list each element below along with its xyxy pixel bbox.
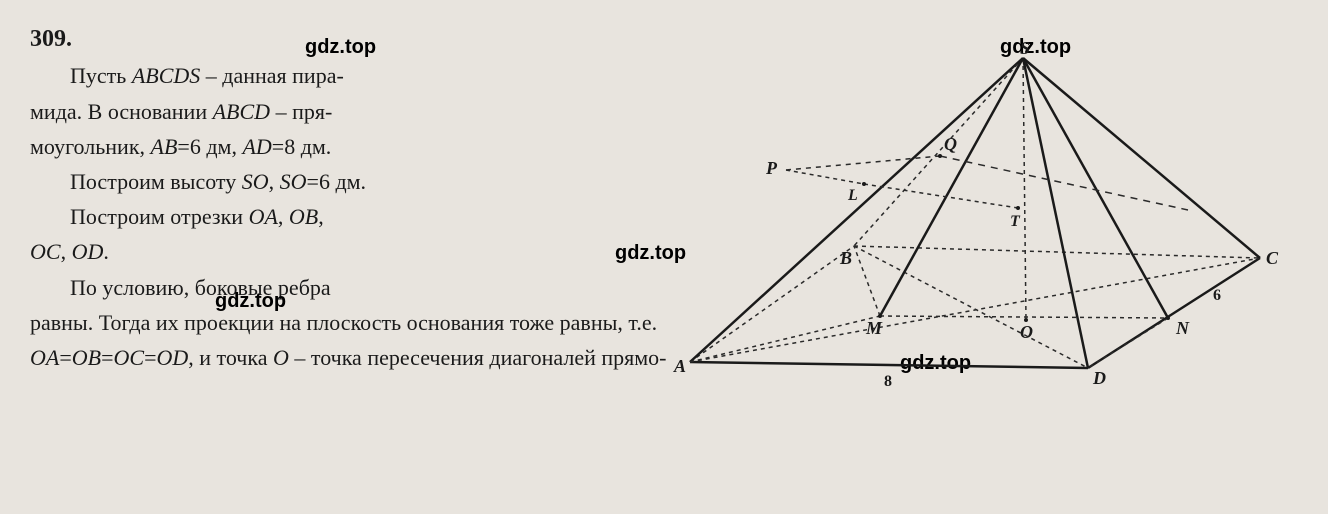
line-pq: [786, 156, 940, 170]
line6: OC, OD.: [30, 234, 650, 269]
var: AD: [242, 134, 271, 159]
text: =: [59, 345, 71, 370]
text: моугольник,: [30, 134, 151, 159]
var: OB: [289, 204, 318, 229]
var: ABCDS: [132, 63, 200, 88]
text: ,: [269, 169, 280, 194]
line7: По условию, боковые ребра: [30, 270, 650, 305]
var: OA: [249, 204, 278, 229]
var: OD: [72, 239, 104, 264]
label-8: 8: [884, 373, 892, 390]
var: OC: [114, 345, 145, 370]
label-b: B: [839, 248, 852, 268]
text: .: [103, 239, 109, 264]
text: Пусть: [70, 63, 132, 88]
pt-l: [862, 182, 866, 186]
page-content: 309. Пусть ABCDS – данная пира- мида. В …: [30, 20, 1298, 494]
var: O: [273, 345, 289, 370]
watermark-1: gdz.top: [305, 36, 376, 59]
line2: мида. В основании ABCD – пря-: [30, 94, 650, 129]
text: =6 дм,: [177, 134, 242, 159]
line-pl: [786, 170, 864, 184]
pyramid-diagram: S A B C D O M N P Q L T 8 6: [648, 30, 1298, 410]
text: – пря-: [270, 99, 332, 124]
var: SO: [242, 169, 269, 194]
edge-sb: [854, 58, 1023, 246]
label-t: T: [1010, 213, 1021, 230]
label-n: N: [1175, 318, 1190, 338]
text: =6 дм.: [307, 169, 367, 194]
edge-dc: [1088, 258, 1260, 368]
text: мида. В основании: [30, 99, 213, 124]
label-p: P: [765, 158, 778, 178]
edge-sm: [880, 58, 1023, 316]
text: =: [101, 345, 113, 370]
label-a: A: [673, 356, 686, 376]
text: ,: [278, 204, 289, 229]
var: AB: [151, 134, 178, 159]
line3: моугольник, AB=6 дм, AD=8 дм.: [30, 129, 650, 164]
text: =8 дм.: [272, 134, 332, 159]
label-6: 6: [1213, 287, 1221, 304]
height-so: [1023, 58, 1026, 320]
text: Построим высоту: [70, 169, 242, 194]
line4: Построим высоту SO, SO=6 дм.: [30, 164, 650, 199]
label-l: L: [847, 187, 858, 204]
text: ,: [318, 204, 324, 229]
pt-q: [938, 154, 942, 158]
edge-ab: [690, 246, 854, 362]
var: OA: [30, 345, 59, 370]
edge-sa: [690, 58, 1023, 362]
line-mn: [880, 316, 1168, 318]
text: =: [144, 345, 156, 370]
diag-bd: [854, 246, 1088, 368]
line1: Пусть ABCDS – данная пира-: [30, 58, 650, 93]
var: OC: [30, 239, 61, 264]
text: – данная пира-: [200, 63, 344, 88]
var: OB: [72, 345, 101, 370]
edge-ad: [690, 362, 1088, 368]
pt-t: [1016, 206, 1020, 210]
text: , и точка: [188, 345, 273, 370]
label-c: C: [1266, 248, 1279, 268]
line5: Построим отрезки OA, OB,: [30, 199, 650, 234]
label-s: S: [1020, 38, 1030, 58]
label-q: Q: [944, 134, 957, 154]
watermark-4: gdz.top: [215, 290, 286, 313]
text: ,: [61, 239, 72, 264]
text: – точка пересечения диагоналей прямо-: [289, 345, 667, 370]
var: ABCD: [213, 99, 270, 124]
problem-text-column: 309. Пусть ABCDS – данная пира- мида. В …: [30, 20, 650, 305]
diag-ac: [690, 258, 1260, 362]
label-d: D: [1092, 368, 1106, 388]
label-o: O: [1020, 322, 1033, 342]
pyramid-svg: S A B C D O M N P Q L T 8 6: [648, 30, 1298, 410]
pt-n: [1166, 316, 1170, 320]
var: SO: [280, 169, 307, 194]
var: OD: [156, 345, 188, 370]
line-am: [690, 316, 880, 362]
text: Построим отрезки: [70, 204, 249, 229]
edge-sn: [1023, 58, 1168, 318]
label-m: M: [865, 318, 883, 338]
line-mb: [854, 246, 880, 316]
